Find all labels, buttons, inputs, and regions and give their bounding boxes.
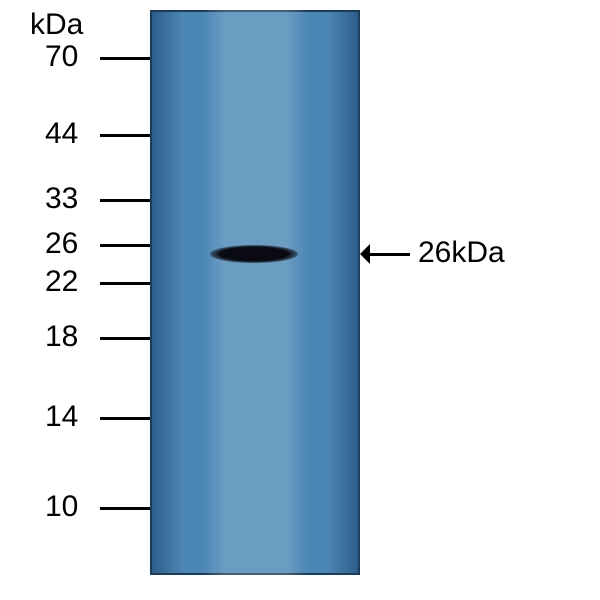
- annotation-arrow-line: [370, 253, 410, 256]
- marker-tick: [100, 244, 150, 247]
- marker-tick: [100, 57, 150, 60]
- marker-label: 70: [45, 40, 78, 74]
- annotation-arrow-head: [360, 244, 370, 264]
- annotation-label: 26kDa: [418, 236, 505, 270]
- marker-label: 14: [45, 400, 78, 434]
- marker-label: 44: [45, 117, 78, 151]
- marker-label: 26: [45, 227, 78, 261]
- marker-tick: [100, 199, 150, 202]
- marker-label: 18: [45, 320, 78, 354]
- marker-tick: [100, 337, 150, 340]
- lane-stripe: [203, 10, 308, 575]
- marker-tick: [100, 282, 150, 285]
- blot-figure: kDa 70 44 33 26 22 18 14 10 26kDa: [0, 0, 600, 600]
- marker-label: 33: [45, 182, 78, 216]
- marker-tick: [100, 417, 150, 420]
- marker-label: 22: [45, 265, 78, 299]
- marker-tick: [100, 507, 150, 510]
- marker-tick: [100, 134, 150, 137]
- marker-label: 10: [45, 490, 78, 524]
- protein-band: [210, 245, 298, 263]
- unit-label: kDa: [30, 8, 83, 42]
